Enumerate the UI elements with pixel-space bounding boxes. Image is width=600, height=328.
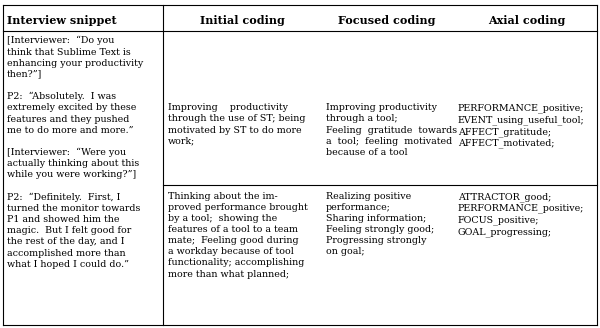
- Text: Improving    productivity
through the use of ST; being
motivated by ST to do mor: Improving productivity through the use o…: [168, 103, 305, 146]
- Text: Initial coding: Initial coding: [200, 15, 284, 26]
- Text: [Interviewer:  “Do you
think that Sublime Text is
enhancing your productivity
th: [Interviewer: “Do you think that Sublime…: [7, 36, 143, 269]
- Text: Interview snippet: Interview snippet: [7, 15, 117, 26]
- Text: ATTRACTOR_good;
PERFORMANCE_positive;
FOCUS_positive;
GOAL_progressing;: ATTRACTOR_good; PERFORMANCE_positive; FO…: [458, 192, 584, 237]
- Text: Focused coding: Focused coding: [338, 15, 436, 26]
- Text: Thinking about the im-
proved performance brought
by a tool;  showing the
featur: Thinking about the im- proved performanc…: [168, 192, 308, 278]
- Text: Axial coding: Axial coding: [488, 15, 565, 26]
- Text: PERFORMANCE_positive;
EVENT_using_useful_tool;
AFFECT_gratitude;
AFFECT_motivate: PERFORMANCE_positive; EVENT_using_useful…: [458, 103, 584, 148]
- Text: Improving productivity
through a tool;
Feeling  gratitude  towards
a  tool;  fee: Improving productivity through a tool; F…: [326, 103, 457, 157]
- Text: Realizing positive
performance;
Sharing information;
Feeling strongly good;
Prog: Realizing positive performance; Sharing …: [326, 192, 434, 256]
